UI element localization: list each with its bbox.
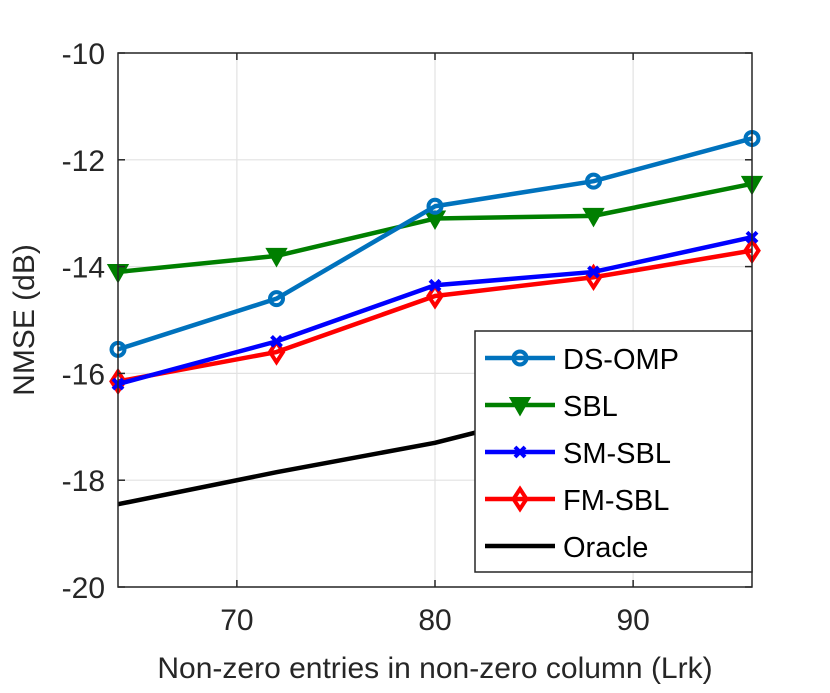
legend-item-fm-sbl[interactable]: FM-SBL bbox=[485, 485, 669, 517]
data-point-fm-sbl bbox=[267, 338, 286, 366]
legend-marker-sm-sbl bbox=[513, 445, 527, 459]
x-tick-label: 70 bbox=[220, 604, 253, 637]
series-sbl bbox=[106, 175, 764, 284]
marker-stroke bbox=[513, 445, 527, 459]
legend-item-sm-sbl[interactable]: SM-SBL bbox=[485, 438, 671, 470]
legend-label-ds-omp: DS-OMP bbox=[563, 344, 679, 376]
x-tick-label: 90 bbox=[616, 604, 649, 637]
series-line-ds-omp bbox=[117, 136, 753, 352]
y-tick-label: -16 bbox=[62, 358, 105, 391]
legend-label-oracle: Oracle bbox=[563, 532, 648, 564]
y-tick-label: -14 bbox=[62, 252, 105, 285]
y-tick-label: -10 bbox=[62, 38, 105, 71]
legend-marker-ds-omp bbox=[511, 349, 529, 367]
data-point-ds-omp bbox=[268, 290, 285, 308]
marker-stroke bbox=[428, 278, 442, 292]
y-tick-label: -20 bbox=[62, 572, 105, 605]
marker-stroke bbox=[270, 334, 283, 348]
data-point-sm-sbl bbox=[270, 334, 283, 348]
legend-marker-fm-sbl bbox=[511, 485, 529, 513]
x-axis-label: Non-zero entries in non-zero column (Lrk… bbox=[157, 652, 712, 685]
legend-item-ds-omp[interactable]: DS-OMP bbox=[485, 344, 679, 376]
legend-item-sbl[interactable]: SBL bbox=[485, 391, 618, 423]
legend-label-sm-sbl: SM-SBL bbox=[563, 438, 671, 470]
data-point-sm-sbl bbox=[587, 265, 600, 279]
legend[interactable]: DS-OMP SBL SM-SBL FM-SBL Oracle bbox=[474, 330, 753, 573]
legend-label-sbl: SBL bbox=[563, 391, 618, 423]
x-tick-label: 80 bbox=[418, 604, 451, 637]
marker-stroke bbox=[587, 265, 600, 279]
legend-item-oracle[interactable]: Oracle bbox=[485, 532, 648, 564]
ticks: 70 80 90 -10 -12 -14 -16 -18 -20 bbox=[62, 38, 752, 637]
legend-marker-sbl bbox=[508, 397, 532, 417]
data-point-ds-omp bbox=[426, 197, 444, 215]
legend-label-fm-sbl: FM-SBL bbox=[563, 485, 669, 517]
data-point-sm-sbl bbox=[428, 278, 442, 292]
y-tick-label: -18 bbox=[62, 465, 105, 498]
series-fm-sbl bbox=[109, 236, 761, 396]
y-axis-label: NMSE (dB) bbox=[8, 244, 41, 396]
data-point-ds-omp bbox=[585, 172, 602, 190]
data-point-sbl bbox=[265, 247, 288, 268]
data-point-fm-sbl bbox=[426, 282, 444, 310]
series-line-fm-sbl bbox=[117, 248, 753, 384]
y-tick-label: -12 bbox=[62, 145, 105, 178]
data-point-sbl bbox=[582, 207, 605, 228]
